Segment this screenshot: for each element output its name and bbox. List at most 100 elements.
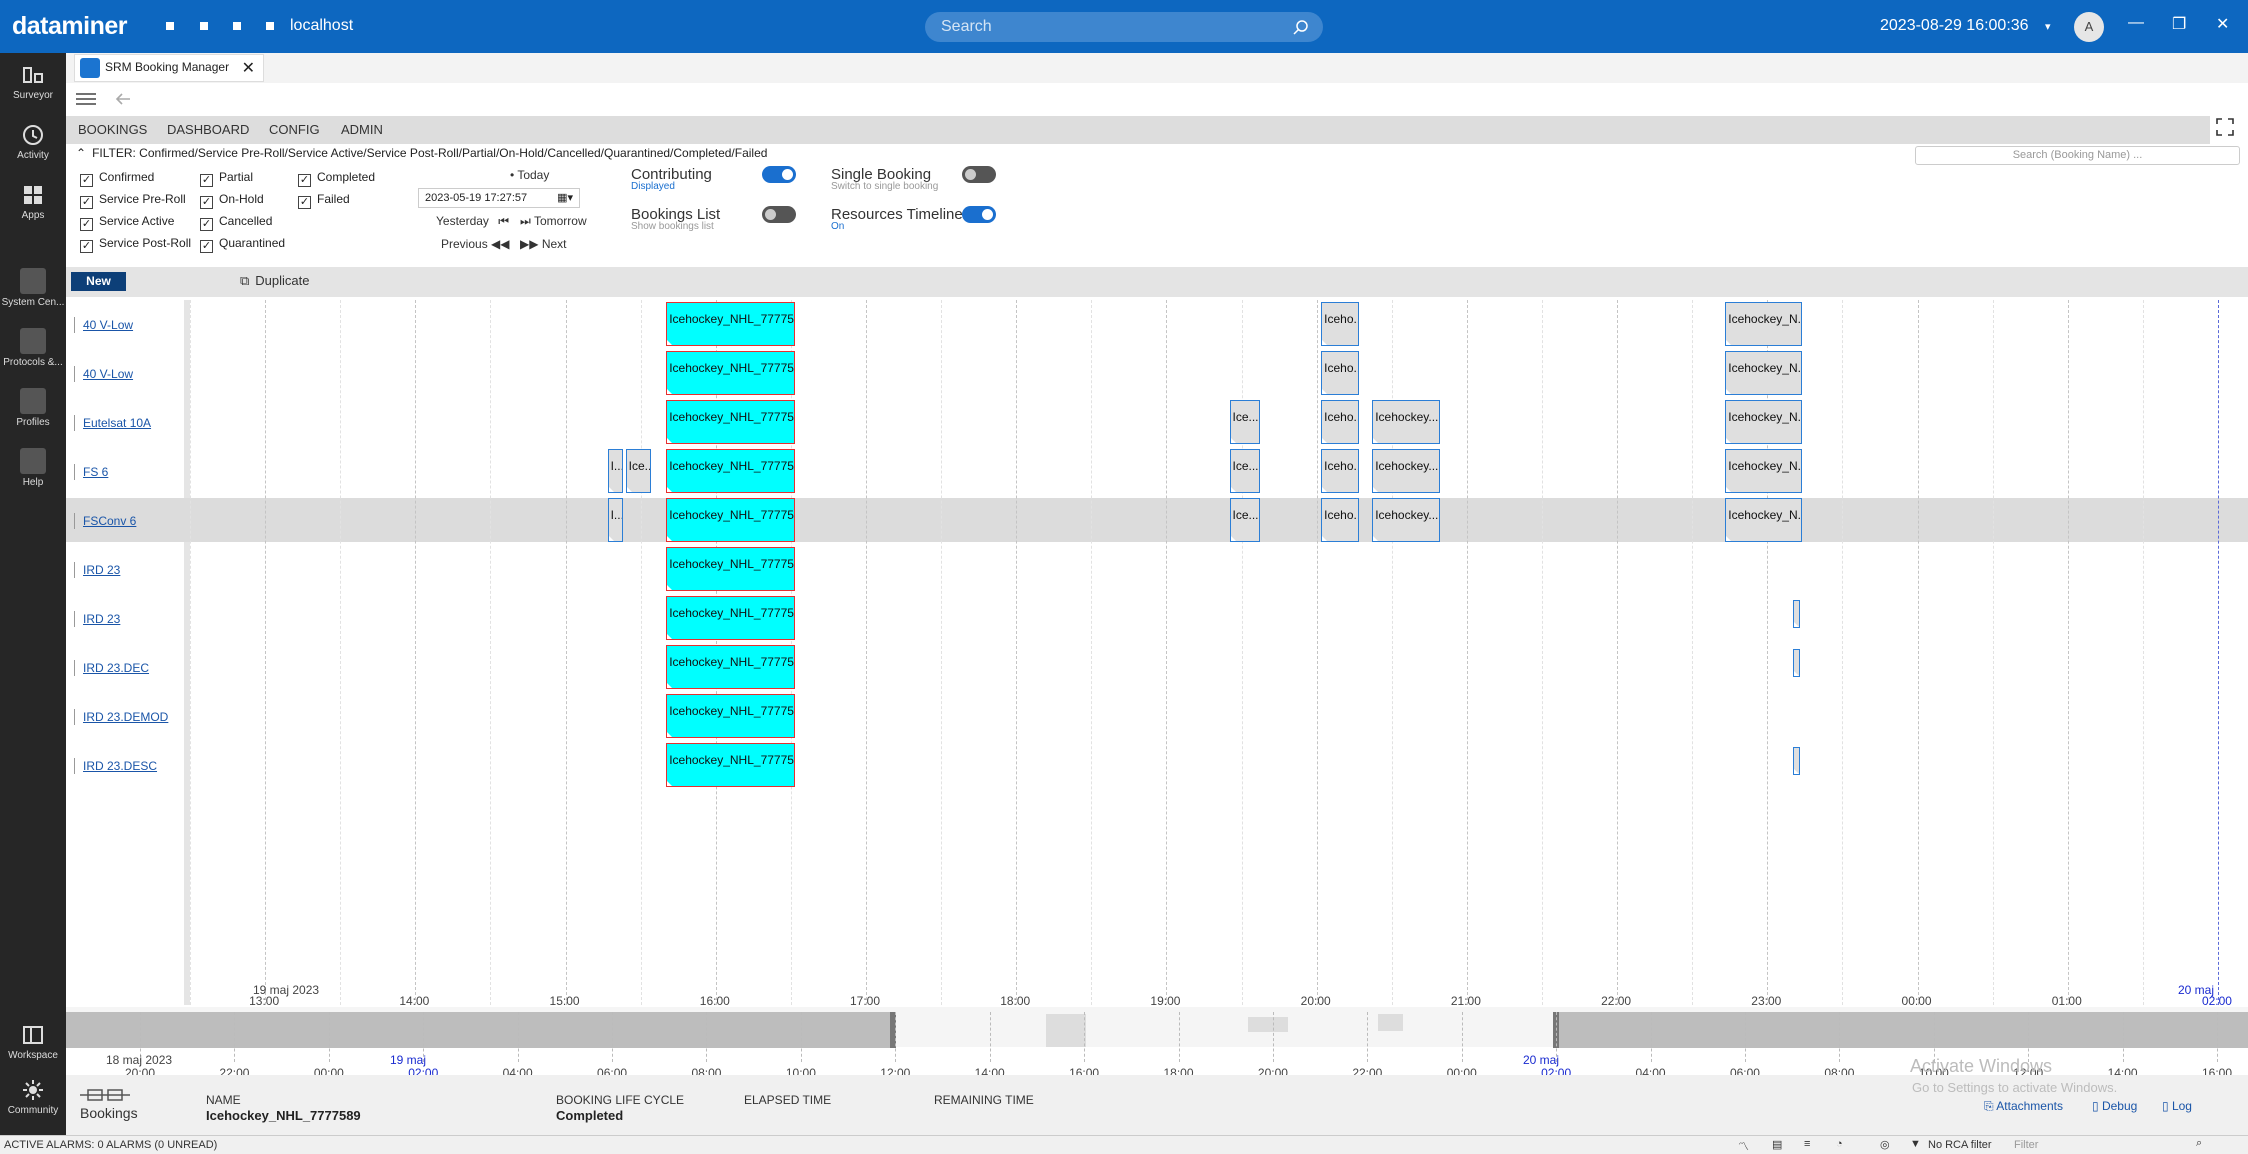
rca-filter-text[interactable]: No RCA filter: [1928, 1139, 1992, 1151]
overview-left-shade[interactable]: [66, 1012, 896, 1048]
new-booking-button[interactable]: New: [71, 272, 126, 291]
booking-block[interactable]: Icehockey...: [1372, 498, 1440, 542]
resources-timeline-toggle[interactable]: [962, 206, 996, 223]
check-icon[interactable]: ✓: [80, 174, 93, 187]
duplicate-button[interactable]: ⧉ Duplicate: [240, 273, 310, 289]
booking-block[interactable]: Iceho...: [1321, 400, 1359, 444]
restore-icon[interactable]: ❐: [2172, 16, 2187, 33]
booking-block[interactable]: Icehockey_NHL_77775...: [666, 645, 796, 689]
skip-forward-icon[interactable]: ⏭: [520, 214, 531, 228]
booking-block[interactable]: Iceho...: [1321, 498, 1359, 542]
today-button[interactable]: • Today: [510, 168, 549, 182]
booking-block[interactable]: Icehockey...: [1372, 400, 1440, 444]
tab-admin[interactable]: ADMIN: [341, 122, 383, 137]
booking-block[interactable]: Icehockey_NHL_77775...: [666, 498, 796, 542]
rewind-icon[interactable]: ◀◀: [491, 237, 510, 251]
status-search-icon[interactable]: ⌕: [2196, 1137, 2203, 1149]
booking-block[interactable]: Iceho...: [1321, 449, 1359, 493]
nav-activity[interactable]: Activity: [0, 123, 66, 161]
tab-config[interactable]: CONFIG: [269, 122, 320, 137]
app-dot-icon[interactable]: [266, 22, 274, 30]
checkbox-service-pre-roll[interactable]: ✓ Service Pre-Roll: [80, 192, 186, 209]
checkbox-cancelled[interactable]: ✓ Cancelled: [200, 214, 272, 231]
avatar[interactable]: A: [2074, 12, 2104, 42]
active-alarms-text[interactable]: ACTIVE ALARMS: 0 ALARMS (0 UNREAD): [4, 1139, 218, 1151]
tab-bookings[interactable]: BOOKINGS: [78, 122, 148, 137]
booking-block[interactable]: Icehockey_NHL_77775...: [666, 547, 796, 591]
checkbox-on-hold[interactable]: ✓ On-Hold: [200, 192, 264, 209]
booking-block[interactable]: Icehockey_NHL_77775...: [666, 449, 796, 493]
fast-forward-icon[interactable]: ▶▶: [520, 237, 539, 251]
brand-logo[interactable]: dataminer: [12, 12, 127, 40]
skip-back-icon[interactable]: ⏮: [498, 214, 510, 228]
trend-icon[interactable]: 〽: [1738, 1141, 1749, 1153]
filter-icon[interactable]: ▼: [1910, 1138, 1921, 1150]
booking-block[interactable]: Icehockey_NHL_77775...: [666, 400, 796, 444]
nav-system-center[interactable]: System Cen...: [0, 268, 66, 308]
resource-link[interactable]: IRD 23: [74, 562, 186, 578]
search-icon[interactable]: [1293, 19, 1309, 35]
booking-block[interactable]: Ice...: [1229, 449, 1260, 493]
nav-surveyor[interactable]: Surveyor: [0, 63, 66, 101]
booking-block[interactable]: [1792, 649, 1801, 677]
booking-block[interactable]: I...: [607, 498, 623, 542]
list-icon[interactable]: ▤: [1772, 1139, 1783, 1151]
app-dot-icon[interactable]: [166, 22, 174, 30]
booking-block[interactable]: [1792, 747, 1801, 775]
bookings-list-toggle[interactable]: [762, 206, 796, 223]
single-booking-toggle[interactable]: [962, 166, 996, 183]
booking-block[interactable]: Icehockey_N...: [1725, 351, 1802, 395]
tomorrow-button[interactable]: ⏭ Tomorrow: [520, 214, 587, 229]
check-icon[interactable]: ✓: [298, 196, 311, 209]
debug-button[interactable]: ▯ Debug: [2092, 1099, 2137, 1113]
resource-timeline[interactable]: [190, 300, 2248, 1005]
checkbox-partial[interactable]: ✓ Partial: [200, 170, 253, 187]
check-icon[interactable]: ✓: [200, 240, 213, 253]
app-dot-icon[interactable]: [233, 22, 241, 30]
checkbox-service-post-roll[interactable]: ✓ Service Post-Roll: [80, 236, 191, 253]
resource-link[interactable]: IRD 23: [74, 611, 186, 627]
booking-block[interactable]: I...: [607, 449, 623, 493]
close-window-icon[interactable]: ✕: [2216, 16, 2230, 33]
resource-link[interactable]: 40 V-Low: [74, 317, 186, 333]
booking-block[interactable]: Icehockey_N...: [1725, 400, 1802, 444]
tab-dashboard[interactable]: DASHBOARD: [167, 122, 250, 137]
target-icon[interactable]: ◎: [1880, 1139, 1890, 1151]
nav-profiles[interactable]: Profiles: [0, 388, 66, 428]
booking-block[interactable]: Iceho...: [1321, 302, 1359, 346]
nav-workspace[interactable]: Workspace: [0, 1023, 66, 1061]
date-picker[interactable]: 2023-05-19 17:27:57 ▦▾: [418, 188, 580, 208]
booking-block[interactable]: Icehockey_NHL_77775...: [666, 743, 796, 787]
back-arrow-icon[interactable]: [114, 91, 132, 107]
checkbox-quarantined[interactable]: ✓ Quarantined: [200, 236, 285, 253]
contributing-toggle[interactable]: [762, 166, 796, 183]
checkbox-confirmed[interactable]: ✓ Confirmed: [80, 170, 154, 187]
booking-block[interactable]: [1792, 600, 1801, 628]
fullscreen-icon[interactable]: [2216, 118, 2234, 136]
check-icon[interactable]: ✓: [200, 218, 213, 231]
checkbox-service-active[interactable]: ✓ Service Active: [80, 214, 174, 231]
check-icon[interactable]: ✓: [200, 174, 213, 187]
hamburger-menu-icon[interactable]: [76, 91, 96, 107]
booking-block[interactable]: Ice...: [1229, 400, 1260, 444]
minimize-icon[interactable]: —: [2128, 14, 2144, 31]
nav-community[interactable]: Community: [0, 1078, 66, 1116]
check-icon[interactable]: ✓: [80, 196, 93, 209]
booking-block[interactable]: Icehockey_N...: [1725, 302, 1802, 346]
attachments-button[interactable]: ⎘ Attachments: [1984, 1099, 2063, 1114]
booking-block[interactable]: Icehockey_NHL_77775...: [666, 351, 796, 395]
resource-link[interactable]: FS 6: [74, 464, 186, 480]
overview-right-shade[interactable]: [1553, 1012, 2248, 1048]
nav-protocols[interactable]: Protocols &...: [0, 328, 66, 368]
booking-block[interactable]: Icehockey_NHL_77775...: [666, 596, 796, 640]
resource-link[interactable]: IRD 23.DEMOD: [74, 709, 186, 725]
yesterday-button[interactable]: Yesterday ⏮: [436, 214, 509, 229]
sort-icon[interactable]: ≡: [1804, 1138, 1811, 1150]
check-icon[interactable]: ✓: [298, 174, 311, 187]
app-tab-srm-booking-manager[interactable]: SRM Booking Manager ✕: [74, 54, 264, 82]
booking-block[interactable]: Iceho...: [1321, 351, 1359, 395]
next-button[interactable]: ▶▶ Next: [520, 237, 567, 251]
resource-link[interactable]: FSConv 6: [74, 513, 186, 529]
resource-link[interactable]: IRD 23.DEC: [74, 660, 186, 676]
resource-link[interactable]: Eutelsat 10A: [74, 415, 186, 431]
